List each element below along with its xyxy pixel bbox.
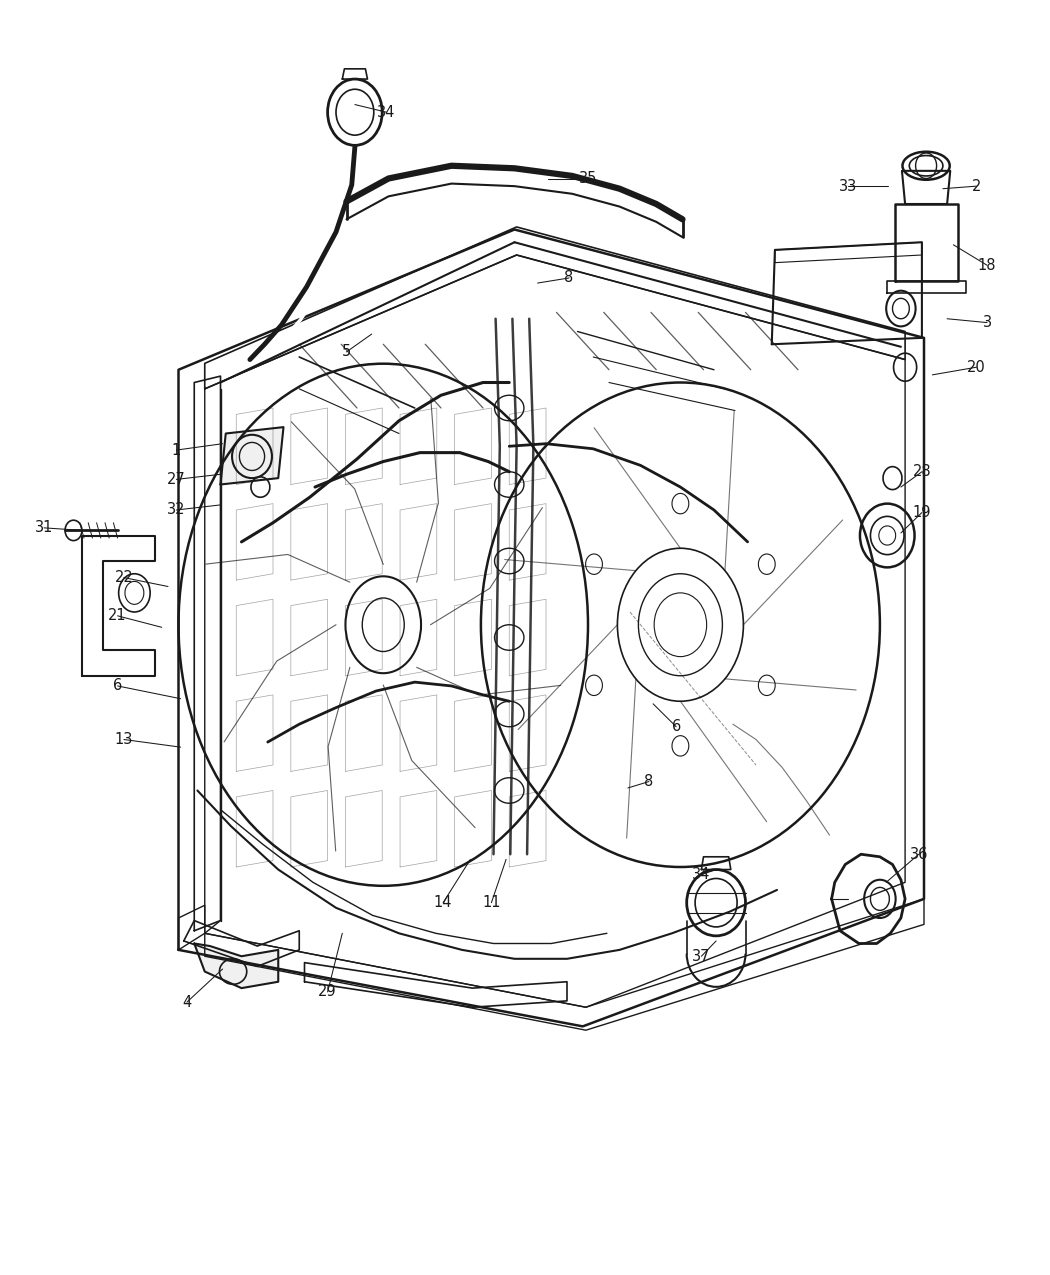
Text: 18: 18 xyxy=(978,258,996,273)
Polygon shape xyxy=(220,427,284,484)
Text: 37: 37 xyxy=(692,949,711,964)
Text: 3: 3 xyxy=(983,315,991,330)
Text: 33: 33 xyxy=(839,179,858,194)
Text: 36: 36 xyxy=(909,847,928,862)
Text: 34: 34 xyxy=(692,867,711,882)
Text: 35: 35 xyxy=(579,171,597,186)
Text: 28: 28 xyxy=(912,464,931,479)
Text: 6: 6 xyxy=(113,678,122,694)
Text: 6: 6 xyxy=(672,719,680,734)
Text: 34: 34 xyxy=(377,105,396,120)
Text: 22: 22 xyxy=(114,570,133,585)
Text: 8: 8 xyxy=(565,270,573,286)
Text: 29: 29 xyxy=(318,984,337,1000)
Text: 32: 32 xyxy=(167,502,186,518)
Text: 1: 1 xyxy=(172,442,181,458)
Text: 8: 8 xyxy=(645,774,653,789)
Text: 19: 19 xyxy=(912,505,931,520)
Text: 14: 14 xyxy=(434,895,453,910)
Text: 2: 2 xyxy=(972,179,981,194)
Text: 27: 27 xyxy=(167,472,186,487)
Text: 31: 31 xyxy=(35,520,54,536)
Text: 11: 11 xyxy=(482,895,501,910)
Text: 20: 20 xyxy=(967,360,986,375)
Polygon shape xyxy=(194,944,278,988)
Text: 21: 21 xyxy=(108,608,127,623)
Text: 13: 13 xyxy=(114,732,133,747)
Text: 5: 5 xyxy=(342,344,351,360)
Polygon shape xyxy=(895,204,958,280)
Text: 4: 4 xyxy=(183,994,191,1010)
